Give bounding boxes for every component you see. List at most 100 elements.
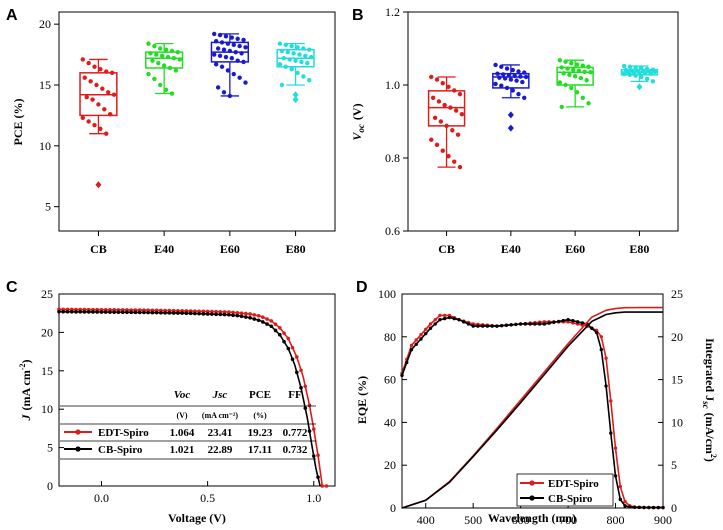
data-point — [169, 91, 175, 96]
data-point — [644, 76, 650, 81]
eqe-marker — [580, 321, 585, 325]
data-point — [146, 41, 151, 46]
panel-a-xticks: CB E40 E60 E80 — [90, 231, 306, 256]
eqe-marker — [514, 322, 518, 327]
data-point — [167, 65, 173, 71]
data-point — [301, 74, 306, 79]
data-point — [586, 101, 591, 106]
data-point — [516, 91, 521, 97]
jv-marker — [244, 315, 248, 319]
data-point — [510, 88, 515, 93]
data-point — [457, 164, 463, 170]
data-point — [219, 64, 225, 69]
outlier-point — [292, 91, 299, 99]
panel-c-series — [57, 307, 329, 488]
eqe-marker — [618, 497, 622, 502]
jv-marker — [167, 311, 172, 315]
data-point — [295, 70, 300, 76]
table-row-0-pce: 19.23 — [248, 427, 273, 439]
data-point — [520, 79, 525, 85]
data-point — [569, 60, 574, 66]
panel-b-ylabel-unit: (V) — [350, 103, 364, 120]
xtick-label: 700 — [559, 513, 577, 527]
data-point — [156, 60, 161, 66]
data-point — [213, 62, 219, 67]
panel-c-table: Voc Jsc PCE FF (V) (mA cm⁻²) (%) EDT-Spi… — [60, 389, 316, 460]
jv-marker — [150, 310, 155, 315]
data-point — [648, 71, 654, 76]
jv-marker — [210, 309, 214, 314]
data-point — [506, 72, 512, 78]
data-point — [442, 102, 447, 108]
table-header-voc: Voc — [174, 389, 191, 401]
data-point — [104, 69, 109, 74]
table-unit-jsc: (mA cm⁻²) — [202, 411, 239, 420]
jv-marker — [205, 309, 210, 314]
data-point — [504, 66, 510, 71]
ytick-right-label: 25 — [671, 287, 683, 301]
table-row-1-pce: 17.11 — [248, 444, 272, 456]
jv-marker — [227, 310, 231, 314]
data-point — [510, 67, 515, 73]
xtick-label: E40 — [154, 242, 174, 256]
eqe-marker — [637, 505, 641, 510]
jv-marker — [286, 346, 291, 351]
jv-marker — [218, 310, 223, 314]
jv-marker — [222, 312, 227, 317]
data-point — [438, 119, 444, 124]
jv-marker — [218, 312, 223, 317]
data-point — [285, 49, 290, 55]
data-point — [277, 41, 283, 46]
legend-label-cb: CB-Spiro — [548, 493, 593, 505]
ytick-right-label: 15 — [671, 373, 683, 387]
ytick-label: 5 — [45, 200, 51, 214]
data-point — [455, 132, 461, 137]
data-point — [217, 32, 223, 38]
jv-marker — [61, 309, 66, 314]
data-point — [152, 76, 157, 82]
data-point — [241, 37, 246, 43]
ytick-label: 25 — [41, 287, 53, 301]
data-point — [514, 78, 519, 83]
legend-marker-cb — [529, 495, 535, 501]
data-point — [459, 112, 465, 117]
jv-curve-edt-spiro — [58, 308, 324, 487]
data-point — [221, 90, 227, 95]
eqe-marker — [480, 324, 485, 328]
jv-marker — [205, 312, 210, 316]
table-legend-marker-edt — [75, 429, 81, 435]
table-unit-voc: (V) — [176, 411, 187, 420]
data-point — [163, 47, 169, 52]
data-point — [84, 94, 89, 100]
eqe-marker — [528, 322, 532, 326]
jv-marker — [133, 310, 138, 315]
table-row-0-jsc: 23.41 — [208, 427, 233, 439]
panel-b-ylabel-v: V — [350, 132, 364, 141]
jv-marker — [239, 311, 244, 316]
jv-marker — [286, 336, 291, 341]
data-point — [569, 85, 574, 91]
jv-marker — [159, 310, 163, 315]
jv-marker — [163, 311, 167, 315]
jv-marker — [180, 311, 184, 315]
data-point — [563, 82, 568, 88]
box-e60 — [556, 66, 594, 86]
eqe-marker — [419, 337, 423, 341]
panel-d-xticks: 400 500 600 700 800 900 — [417, 503, 672, 527]
panel-d-ylabel-right-main: Integrated J — [703, 338, 717, 401]
data-point — [213, 39, 219, 44]
data-point — [512, 73, 517, 79]
eqe-marker — [571, 319, 575, 323]
jv-marker — [91, 310, 95, 314]
jv-marker — [307, 403, 312, 408]
ytick-label: 20 — [41, 325, 53, 339]
data-point — [652, 69, 657, 75]
data-point — [586, 64, 591, 69]
data-point — [565, 66, 570, 71]
data-point — [627, 64, 633, 69]
panel-d-yticks-right: 0 5 10 15 20 25 — [658, 287, 683, 515]
xtick-label: 800 — [607, 513, 625, 527]
data-point — [572, 74, 578, 79]
ytick-label: 1.0 — [385, 78, 400, 92]
